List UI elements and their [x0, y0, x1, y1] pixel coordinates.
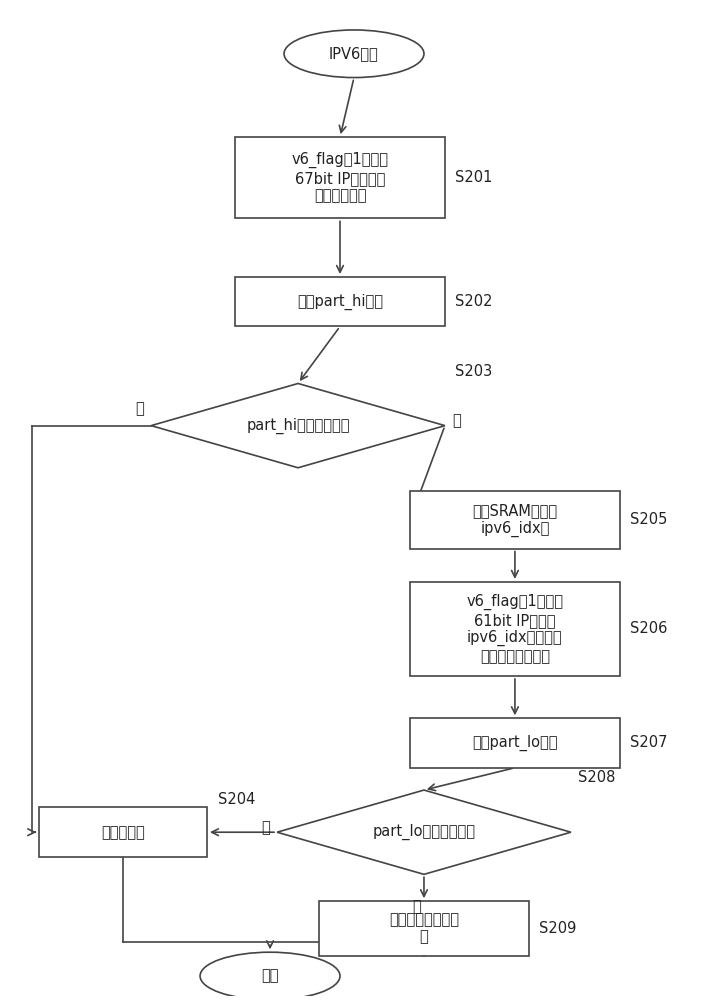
- Text: 否: 否: [261, 820, 270, 835]
- Text: 否: 否: [135, 401, 144, 416]
- Text: 丢弃业务包: 丢弃业务包: [101, 825, 145, 840]
- Text: S201: S201: [455, 170, 493, 185]
- Text: v6_flag置1，取后
61bit IP值，和
ipv6_idx一起组合
出新的匹配关键字: v6_flag置1，取后 61bit IP值，和 ipv6_idx一起组合 出新…: [467, 594, 564, 664]
- Polygon shape: [151, 383, 445, 468]
- Text: IPV6业务: IPV6业务: [329, 46, 379, 61]
- Text: S205: S205: [630, 512, 668, 527]
- Text: v6_flag置1，取前
67bit IP值，组合
出匹配关键字: v6_flag置1，取前 67bit IP值，组合 出匹配关键字: [292, 152, 389, 203]
- Text: S207: S207: [630, 735, 668, 750]
- FancyBboxPatch shape: [410, 718, 620, 768]
- Text: S204: S204: [217, 792, 255, 807]
- Ellipse shape: [284, 30, 424, 78]
- FancyBboxPatch shape: [235, 137, 445, 218]
- FancyBboxPatch shape: [410, 491, 620, 549]
- Text: S202: S202: [455, 294, 493, 309]
- Text: 结束: 结束: [261, 968, 279, 984]
- Text: 是: 是: [413, 899, 421, 914]
- Polygon shape: [277, 790, 571, 874]
- Text: S208: S208: [578, 770, 615, 785]
- Text: S206: S206: [630, 621, 668, 636]
- Text: 进入part_lo匹配: 进入part_lo匹配: [472, 735, 558, 751]
- FancyBboxPatch shape: [319, 901, 529, 956]
- FancyBboxPatch shape: [39, 807, 207, 857]
- Text: 进行正常的业务转
发: 进行正常的业务转 发: [389, 912, 459, 945]
- FancyBboxPatch shape: [235, 277, 445, 326]
- Text: 访问SRAM，获取
ipv6_idx值: 访问SRAM，获取 ipv6_idx值: [472, 503, 557, 537]
- Text: S209: S209: [539, 921, 577, 936]
- Text: part_lo中是否匹配上: part_lo中是否匹配上: [372, 824, 476, 840]
- FancyBboxPatch shape: [410, 582, 620, 676]
- Text: 进入part_hi匹配: 进入part_hi匹配: [297, 294, 383, 310]
- Text: S203: S203: [455, 364, 493, 379]
- Text: 是: 是: [452, 413, 461, 428]
- Ellipse shape: [200, 952, 340, 1000]
- Text: part_hi中是否匹配上: part_hi中是否匹配上: [246, 418, 350, 434]
